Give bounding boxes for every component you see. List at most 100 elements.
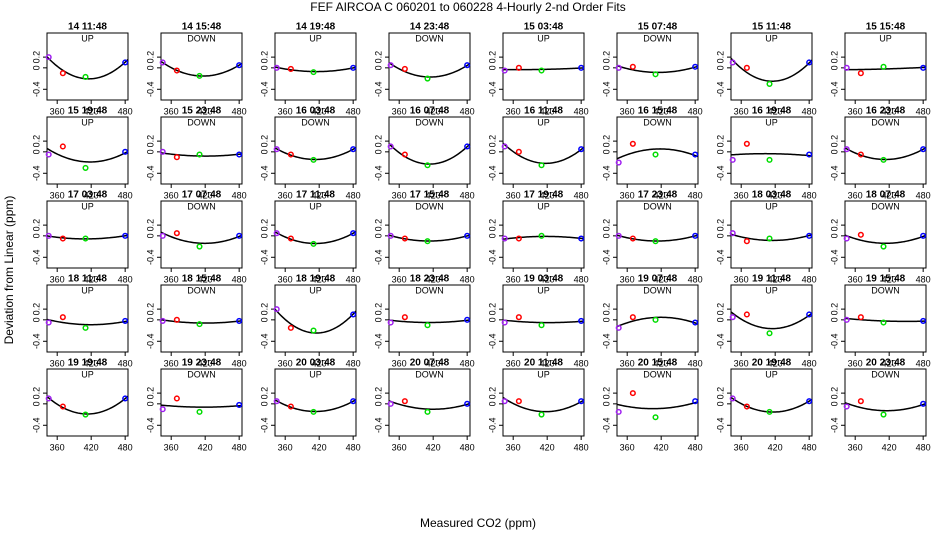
data-point	[350, 230, 357, 237]
data-point	[652, 151, 659, 158]
data-point	[196, 72, 203, 79]
data-point	[806, 398, 813, 405]
x-tick-label: 360	[848, 274, 863, 284]
x-tick-label: 480	[688, 442, 703, 452]
data-point	[766, 330, 773, 337]
panel-title: 18 03:48	[752, 190, 792, 201]
data-point	[652, 238, 659, 245]
y-tick-label: -0.4	[601, 418, 611, 434]
plot-frame	[160, 32, 243, 101]
y-tick-label: -0.4	[31, 250, 41, 266]
data-point	[880, 243, 887, 250]
data-point	[692, 63, 699, 70]
x-tick-label: 360	[506, 190, 521, 200]
y-tick-label: -0.4	[31, 82, 41, 98]
fit-curve	[617, 401, 698, 410]
y-tick-label: -0.4	[259, 166, 269, 182]
panel-subtitle: DOWN	[301, 117, 330, 127]
y-tick-label: 0.2	[31, 135, 41, 148]
data-point	[173, 154, 180, 161]
panel-title: 17 07:48	[182, 190, 222, 201]
y-tick-label: 0.2	[829, 387, 839, 400]
panel-title: 16 11:48	[524, 106, 563, 117]
y-tick-label: -0.4	[829, 334, 839, 350]
data-point	[310, 408, 317, 415]
data-point	[159, 406, 166, 413]
fit-curve	[731, 152, 812, 157]
data-point	[387, 232, 394, 239]
y-tick-label: 0	[259, 149, 269, 154]
plot-frame	[616, 284, 699, 353]
data-point	[766, 156, 773, 163]
panel-title: 17 19:48	[524, 190, 564, 201]
fit-curve	[275, 308, 356, 334]
y-tick-label: 0	[31, 233, 41, 238]
data-point	[82, 411, 89, 418]
x-tick-label: 480	[574, 106, 589, 116]
x-tick-label: 360	[620, 274, 635, 284]
data-point	[424, 75, 431, 82]
x-tick-label: 480	[916, 274, 931, 284]
panel-title: 15 19:48	[68, 106, 108, 117]
x-tick-label: 360	[848, 358, 863, 368]
data-point	[59, 235, 66, 242]
y-tick-label: 0	[31, 401, 41, 406]
y-tick-label: 0	[259, 401, 269, 406]
panel-subtitle: DOWN	[415, 201, 444, 211]
x-tick-label: 420	[654, 358, 669, 368]
panel-subtitle: DOWN	[187, 33, 216, 43]
y-tick-label: 0	[487, 401, 497, 406]
data-point	[615, 324, 622, 331]
x-tick-label: 480	[802, 190, 817, 200]
x-tick-label: 420	[882, 106, 897, 116]
y-tick-label: -0.4	[145, 334, 155, 350]
panel-title: 16 19:48	[752, 106, 792, 117]
data-point	[59, 314, 66, 321]
data-point	[806, 311, 813, 318]
data-point	[464, 232, 471, 239]
y-tick-label: -0.4	[373, 418, 383, 434]
data-point	[920, 232, 927, 239]
data-point	[387, 319, 394, 326]
data-point	[159, 59, 166, 66]
y-tick-label: 0	[601, 233, 611, 238]
x-tick-label: 360	[620, 442, 635, 452]
fit-curve	[47, 395, 128, 415]
data-point	[843, 403, 850, 410]
plot-frame	[502, 116, 585, 185]
x-tick-label: 480	[916, 358, 931, 368]
x-tick-label: 480	[346, 106, 361, 116]
fit-curve	[503, 319, 584, 324]
data-point	[729, 156, 736, 163]
panel-subtitle: DOWN	[871, 201, 900, 211]
y-tick-label: 0	[829, 65, 839, 70]
data-point	[501, 143, 508, 150]
data-point	[538, 67, 545, 74]
x-tick-label: 360	[164, 106, 179, 116]
data-point	[173, 67, 180, 74]
x-tick-label: 360	[278, 106, 293, 116]
data-point	[45, 151, 52, 158]
x-tick-label: 480	[346, 190, 361, 200]
data-point	[310, 156, 317, 163]
data-point	[401, 314, 408, 321]
data-point	[287, 235, 294, 242]
data-point	[173, 395, 180, 402]
y-tick-label: -0.4	[601, 250, 611, 266]
y-tick-label: 0.2	[259, 303, 269, 316]
x-tick-label: 420	[198, 274, 213, 284]
